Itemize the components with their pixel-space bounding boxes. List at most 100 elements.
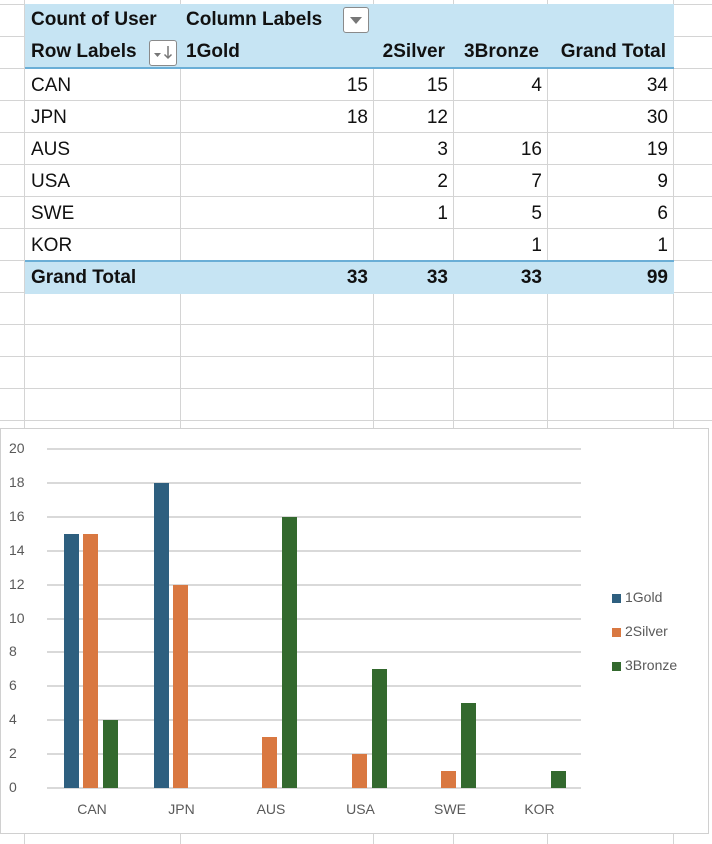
gridline	[47, 753, 581, 756]
y-tick-label: 12	[9, 575, 25, 592]
cell-bronze	[455, 102, 542, 134]
row-label[interactable]: SWE	[31, 203, 75, 224]
gridline	[47, 651, 581, 654]
gridline	[47, 787, 581, 789]
cell-silver: 12	[426, 107, 448, 128]
cell-gold	[295, 134, 368, 166]
header-rule	[25, 67, 674, 69]
cell-gold: 18	[346, 107, 368, 128]
bar-3bronze-kor[interactable]	[550, 771, 566, 788]
x-tick-label: AUS	[256, 801, 286, 817]
gridline	[47, 583, 581, 586]
x-tick-label: KOR	[524, 801, 555, 817]
legend-item-gold[interactable]: 1Gold	[612, 589, 662, 605]
bar-2silver-aus[interactable]	[262, 737, 277, 788]
bar-2silver-can[interactable]	[83, 533, 98, 788]
row-label[interactable]: USA	[31, 171, 71, 192]
grand-total-bronze: 33	[520, 267, 542, 288]
bar-2silver-jpn[interactable]	[172, 584, 188, 788]
pivot-row: USA 2 7 9	[25, 166, 674, 198]
row-labels-header: Row Labels	[31, 41, 137, 62]
legend-swatch-gold	[612, 593, 621, 603]
grand-total-gold: 33	[346, 267, 368, 288]
cell-total: 34	[646, 75, 668, 96]
pivot-row: CAN 15 15 4 34	[25, 70, 674, 102]
legend-item-bronze[interactable]: 3Bronze	[612, 657, 677, 673]
gridline	[47, 515, 581, 518]
y-tick-label: 2	[9, 745, 17, 762]
cell-silver	[375, 230, 448, 262]
cell-total: 9	[657, 171, 668, 192]
row-sort-filter-button[interactable]	[149, 40, 177, 66]
bar-1gold-can[interactable]	[64, 533, 79, 788]
cell-gold	[295, 230, 368, 262]
cell-silver: 1	[437, 203, 448, 224]
pivot-header-row-1: Count of User Column Labels	[25, 4, 674, 36]
medal-bar-chart[interactable]: 0 2 4 6 8 10 12 14 16 18 20 CAN JPN AUS USA SWE KOR 1Gol…	[0, 428, 709, 834]
cell-silver: 15	[426, 75, 448, 96]
cell-total: 19	[646, 139, 668, 160]
cell-gold: 15	[346, 75, 368, 96]
cell-bronze: 7	[531, 171, 542, 192]
col-header-gold: 1Gold	[186, 41, 240, 62]
value-field-label: Count of User	[31, 9, 157, 30]
y-tick-label: 16	[9, 507, 25, 524]
gridline	[47, 448, 581, 450]
pivot-row: JPN 18 12 30	[25, 102, 674, 134]
legend-label: 2Silver	[625, 623, 668, 639]
cell-bronze: 1	[531, 235, 542, 256]
gridline	[47, 549, 581, 552]
y-tick-label: 18	[9, 473, 25, 490]
col-header-bronze: 3Bronze	[464, 41, 539, 62]
gridline	[47, 719, 581, 722]
cell-gold	[295, 166, 368, 198]
row-label[interactable]: CAN	[31, 75, 72, 96]
x-tick-label: CAN	[77, 801, 107, 817]
bar-3bronze-usa[interactable]	[371, 669, 387, 788]
y-tick-label: 8	[9, 643, 17, 660]
legend-swatch-silver	[612, 627, 621, 637]
legend-label: 3Bronze	[625, 657, 678, 673]
cell-total: 6	[657, 203, 668, 224]
dropdown-arrow-icon	[350, 17, 362, 24]
pivot-row: AUS 3 16 19	[25, 134, 674, 166]
row-label[interactable]: KOR	[31, 235, 73, 256]
grand-total-row: Grand Total 33 33 33 99	[25, 262, 674, 294]
bar-2silver-usa[interactable]	[351, 754, 367, 788]
cell-bronze: 5	[531, 203, 542, 224]
total-rule	[25, 260, 674, 262]
pivot-header-row-2: Row Labels 1Gold 2Silver 3Bronze Grand T…	[25, 36, 674, 68]
bar-2silver-swe[interactable]	[441, 771, 456, 788]
row-label[interactable]: JPN	[31, 107, 67, 128]
y-tick-label: 14	[9, 541, 25, 558]
y-tick-label: 10	[9, 609, 25, 626]
legend-label: 1Gold	[625, 589, 663, 605]
gridline	[47, 481, 581, 484]
col-header-silver: 2Silver	[382, 41, 445, 62]
bar-3bronze-aus[interactable]	[282, 516, 297, 788]
x-tick-label: JPN	[168, 801, 195, 817]
cell-total: 30	[646, 107, 668, 128]
cell-gold	[295, 198, 368, 230]
grand-total-total: 99	[646, 267, 668, 288]
grand-total-label: Grand Total	[31, 267, 137, 288]
cell-bronze: 4	[531, 75, 542, 96]
pivot-row: SWE 1 5 6	[25, 198, 674, 230]
x-tick-label: USA	[346, 801, 375, 817]
grand-total-silver: 33	[426, 267, 448, 288]
legend-item-silver[interactable]: 2Silver	[612, 623, 668, 639]
bar-3bronze-swe[interactable]	[461, 703, 476, 788]
sort-filter-icon	[154, 46, 173, 60]
bar-1gold-jpn[interactable]	[153, 482, 169, 788]
column-filter-button[interactable]	[343, 7, 369, 33]
bar-3bronze-can[interactable]	[103, 720, 118, 788]
legend-swatch-bronze	[612, 661, 621, 671]
cell-silver: 2	[437, 171, 448, 192]
cell-total: 1	[657, 235, 668, 256]
col-header-grand-total: Grand Total	[560, 41, 666, 62]
row-label[interactable]: AUS	[31, 139, 71, 160]
y-tick-label: 4	[9, 711, 17, 728]
gridline	[47, 617, 581, 620]
y-tick-label: 0	[9, 779, 17, 795]
column-labels-header: Column Labels	[186, 9, 323, 30]
